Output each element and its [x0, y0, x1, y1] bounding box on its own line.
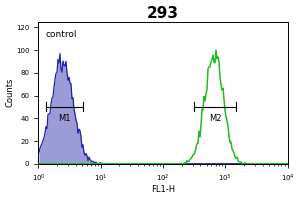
- Y-axis label: Counts: Counts: [6, 78, 15, 107]
- X-axis label: FL1-H: FL1-H: [151, 185, 175, 194]
- Text: control: control: [46, 30, 77, 39]
- Text: M2: M2: [209, 114, 222, 123]
- Title: 293: 293: [147, 6, 179, 21]
- Text: M1: M1: [58, 114, 71, 123]
